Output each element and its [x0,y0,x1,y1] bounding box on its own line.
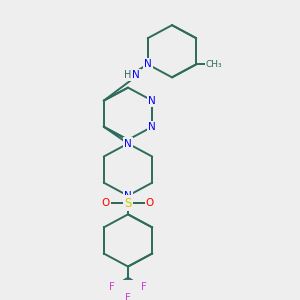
Text: F: F [125,293,131,300]
Text: N: N [144,59,152,69]
Text: F: F [109,282,115,292]
Text: O: O [146,198,154,208]
Text: F: F [141,282,147,292]
Text: N: N [124,139,132,148]
Text: CH₃: CH₃ [206,60,223,69]
Text: N: N [124,191,132,201]
Text: N: N [132,70,140,80]
Text: O: O [102,198,110,208]
Text: N: N [148,122,156,132]
Text: H: H [124,70,132,80]
Text: S: S [124,197,132,210]
Text: N: N [148,96,156,106]
